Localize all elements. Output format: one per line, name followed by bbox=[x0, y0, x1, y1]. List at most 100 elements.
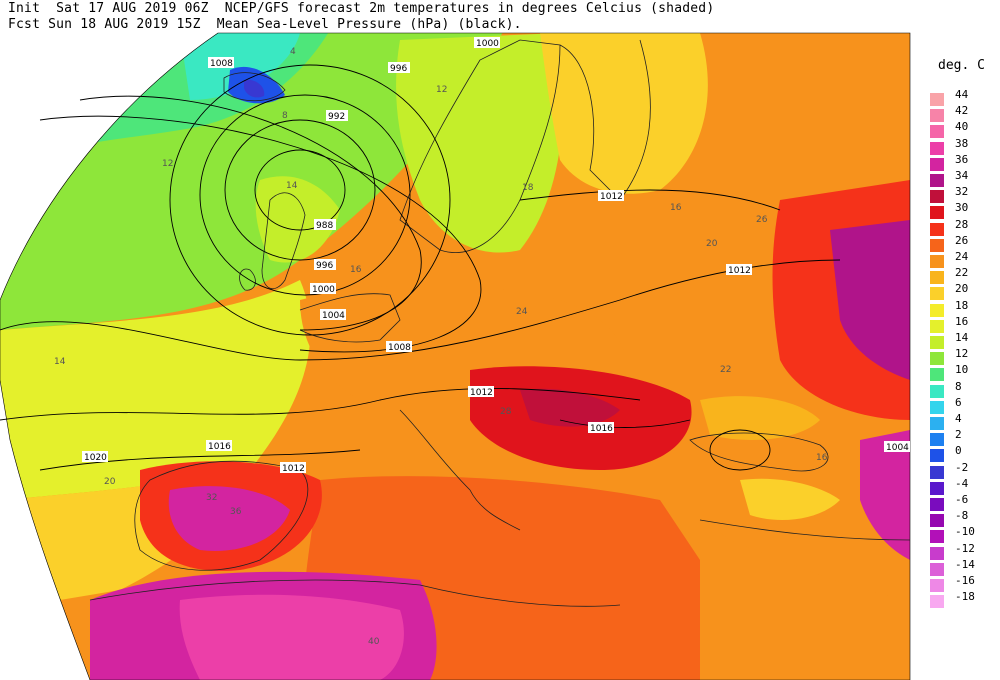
isobar-label: 1004 bbox=[884, 441, 910, 453]
isobar-label: 1016 bbox=[206, 440, 232, 452]
svg-text:1000: 1000 bbox=[312, 285, 335, 295]
legend-level-label: 14 bbox=[955, 331, 969, 344]
isobar-label: 1016 bbox=[588, 422, 614, 434]
legend-swatch bbox=[930, 287, 944, 301]
legend-swatch bbox=[930, 174, 944, 187]
legend-level-label: -10 bbox=[955, 525, 975, 539]
legend-swatch bbox=[930, 579, 944, 592]
legend-swatch bbox=[930, 368, 944, 382]
temp-label: 36 bbox=[230, 507, 242, 517]
isobar-label: 1000 bbox=[310, 283, 336, 295]
legend-level-label: -16 bbox=[955, 574, 975, 587]
legend-level-label: 8 bbox=[955, 379, 962, 393]
isobar-label: 992 bbox=[326, 110, 348, 122]
legend-level-label: 34 bbox=[955, 169, 969, 182]
legend-swatch bbox=[930, 238, 944, 252]
legend-level-label: 2 bbox=[955, 428, 962, 442]
isobar-label: 1008 bbox=[208, 57, 234, 69]
domain-boundary bbox=[0, 32, 911, 680]
legend-level-label: -18 bbox=[955, 590, 975, 604]
legend-level-label: 6 bbox=[955, 395, 962, 409]
legend-level-label: 20 bbox=[955, 282, 969, 296]
legend-level-label: 36 bbox=[955, 152, 969, 166]
svg-text:992: 992 bbox=[328, 112, 345, 122]
legend-swatch bbox=[930, 530, 944, 544]
header-line-2: Fcst Sun 18 AUG 2019 15Z Mean Sea-Level … bbox=[8, 17, 522, 32]
legend-swatch bbox=[930, 336, 944, 349]
legend-swatch bbox=[930, 190, 944, 204]
isobar-label: 1000 bbox=[474, 37, 500, 49]
isobar-label: 1012 bbox=[468, 386, 494, 398]
temp-label: 8 bbox=[282, 111, 288, 121]
legend-swatch bbox=[930, 449, 944, 463]
temp-label: 28 bbox=[500, 407, 512, 417]
legend-swatch bbox=[930, 206, 944, 220]
legend-swatch bbox=[930, 465, 944, 479]
svg-text:1020: 1020 bbox=[84, 453, 107, 463]
svg-text:1008: 1008 bbox=[388, 343, 411, 353]
temp-label: 12 bbox=[436, 85, 447, 95]
legend-level-label: 12 bbox=[955, 347, 969, 361]
temp-label: 20 bbox=[706, 239, 718, 249]
legend-level-label: -4 bbox=[955, 476, 969, 490]
temp-label: 26 bbox=[756, 215, 768, 225]
legend-level-label: 28 bbox=[955, 217, 969, 231]
svg-text:1008: 1008 bbox=[210, 59, 233, 69]
svg-text:996: 996 bbox=[390, 64, 407, 74]
temp-label: 14 bbox=[54, 357, 66, 367]
legend-level-label: 16 bbox=[955, 314, 969, 328]
temp-label: 16 bbox=[670, 203, 682, 213]
legend-swatch bbox=[930, 514, 944, 528]
legend-level-label: -6 bbox=[955, 493, 969, 506]
svg-text:1016: 1016 bbox=[590, 424, 613, 434]
temp-label: 16 bbox=[350, 265, 362, 275]
temp-label: 14 bbox=[286, 181, 298, 191]
legend-swatch bbox=[930, 417, 944, 430]
temp-label: 32 bbox=[206, 493, 217, 503]
svg-text:1004: 1004 bbox=[886, 443, 909, 453]
svg-text:1012: 1012 bbox=[600, 192, 623, 202]
legend-swatch bbox=[930, 141, 944, 155]
legend-level-label: -2 bbox=[955, 460, 969, 474]
legend-level-label: -8 bbox=[955, 509, 969, 523]
legend-swatch bbox=[930, 433, 944, 447]
isobar-label: 996 bbox=[314, 259, 336, 271]
legend-swatch bbox=[930, 303, 944, 317]
legend-level-label: 42 bbox=[955, 104, 969, 118]
isobar-label: 1004 bbox=[320, 309, 346, 321]
temp-label: 40 bbox=[368, 637, 380, 647]
legend-swatch bbox=[930, 222, 944, 236]
legend-level-label: 32 bbox=[955, 185, 969, 199]
legend-level-label: 0 bbox=[955, 444, 962, 458]
legend-swatch bbox=[930, 562, 944, 576]
legend-level-label: -12 bbox=[955, 541, 975, 555]
svg-text:1012: 1012 bbox=[282, 464, 305, 474]
svg-text:996: 996 bbox=[316, 261, 333, 271]
legend-swatch bbox=[930, 255, 944, 268]
isobar-label: 1012 bbox=[598, 190, 624, 202]
legend-swatch bbox=[930, 384, 944, 398]
legend-swatch bbox=[930, 319, 944, 333]
legend-title: deg. C bbox=[938, 58, 985, 73]
header-line-1: Init Sat 17 AUG 2019 06Z NCEP/GFS foreca… bbox=[8, 1, 715, 16]
temp-label: 18 bbox=[522, 183, 534, 193]
temp-label: 12 bbox=[162, 159, 173, 169]
legend-level-label: -14 bbox=[955, 557, 975, 571]
temp-label: 20 bbox=[104, 477, 116, 487]
legend-level-label: 44 bbox=[955, 88, 969, 101]
legend-swatch bbox=[930, 498, 944, 511]
svg-text:988: 988 bbox=[316, 221, 333, 231]
legend-level-label: 40 bbox=[955, 120, 969, 134]
legend-swatch bbox=[930, 157, 944, 171]
legend-swatch bbox=[930, 109, 944, 123]
svg-text:1012: 1012 bbox=[470, 388, 493, 398]
svg-text:1000: 1000 bbox=[476, 39, 499, 49]
legend-swatch bbox=[930, 400, 944, 414]
svg-text:1004: 1004 bbox=[322, 311, 345, 321]
legend-level-label: 4 bbox=[955, 412, 962, 425]
isobars bbox=[0, 64, 841, 471]
isobar-label: 1020 bbox=[82, 451, 108, 463]
legend-swatch bbox=[930, 93, 944, 106]
